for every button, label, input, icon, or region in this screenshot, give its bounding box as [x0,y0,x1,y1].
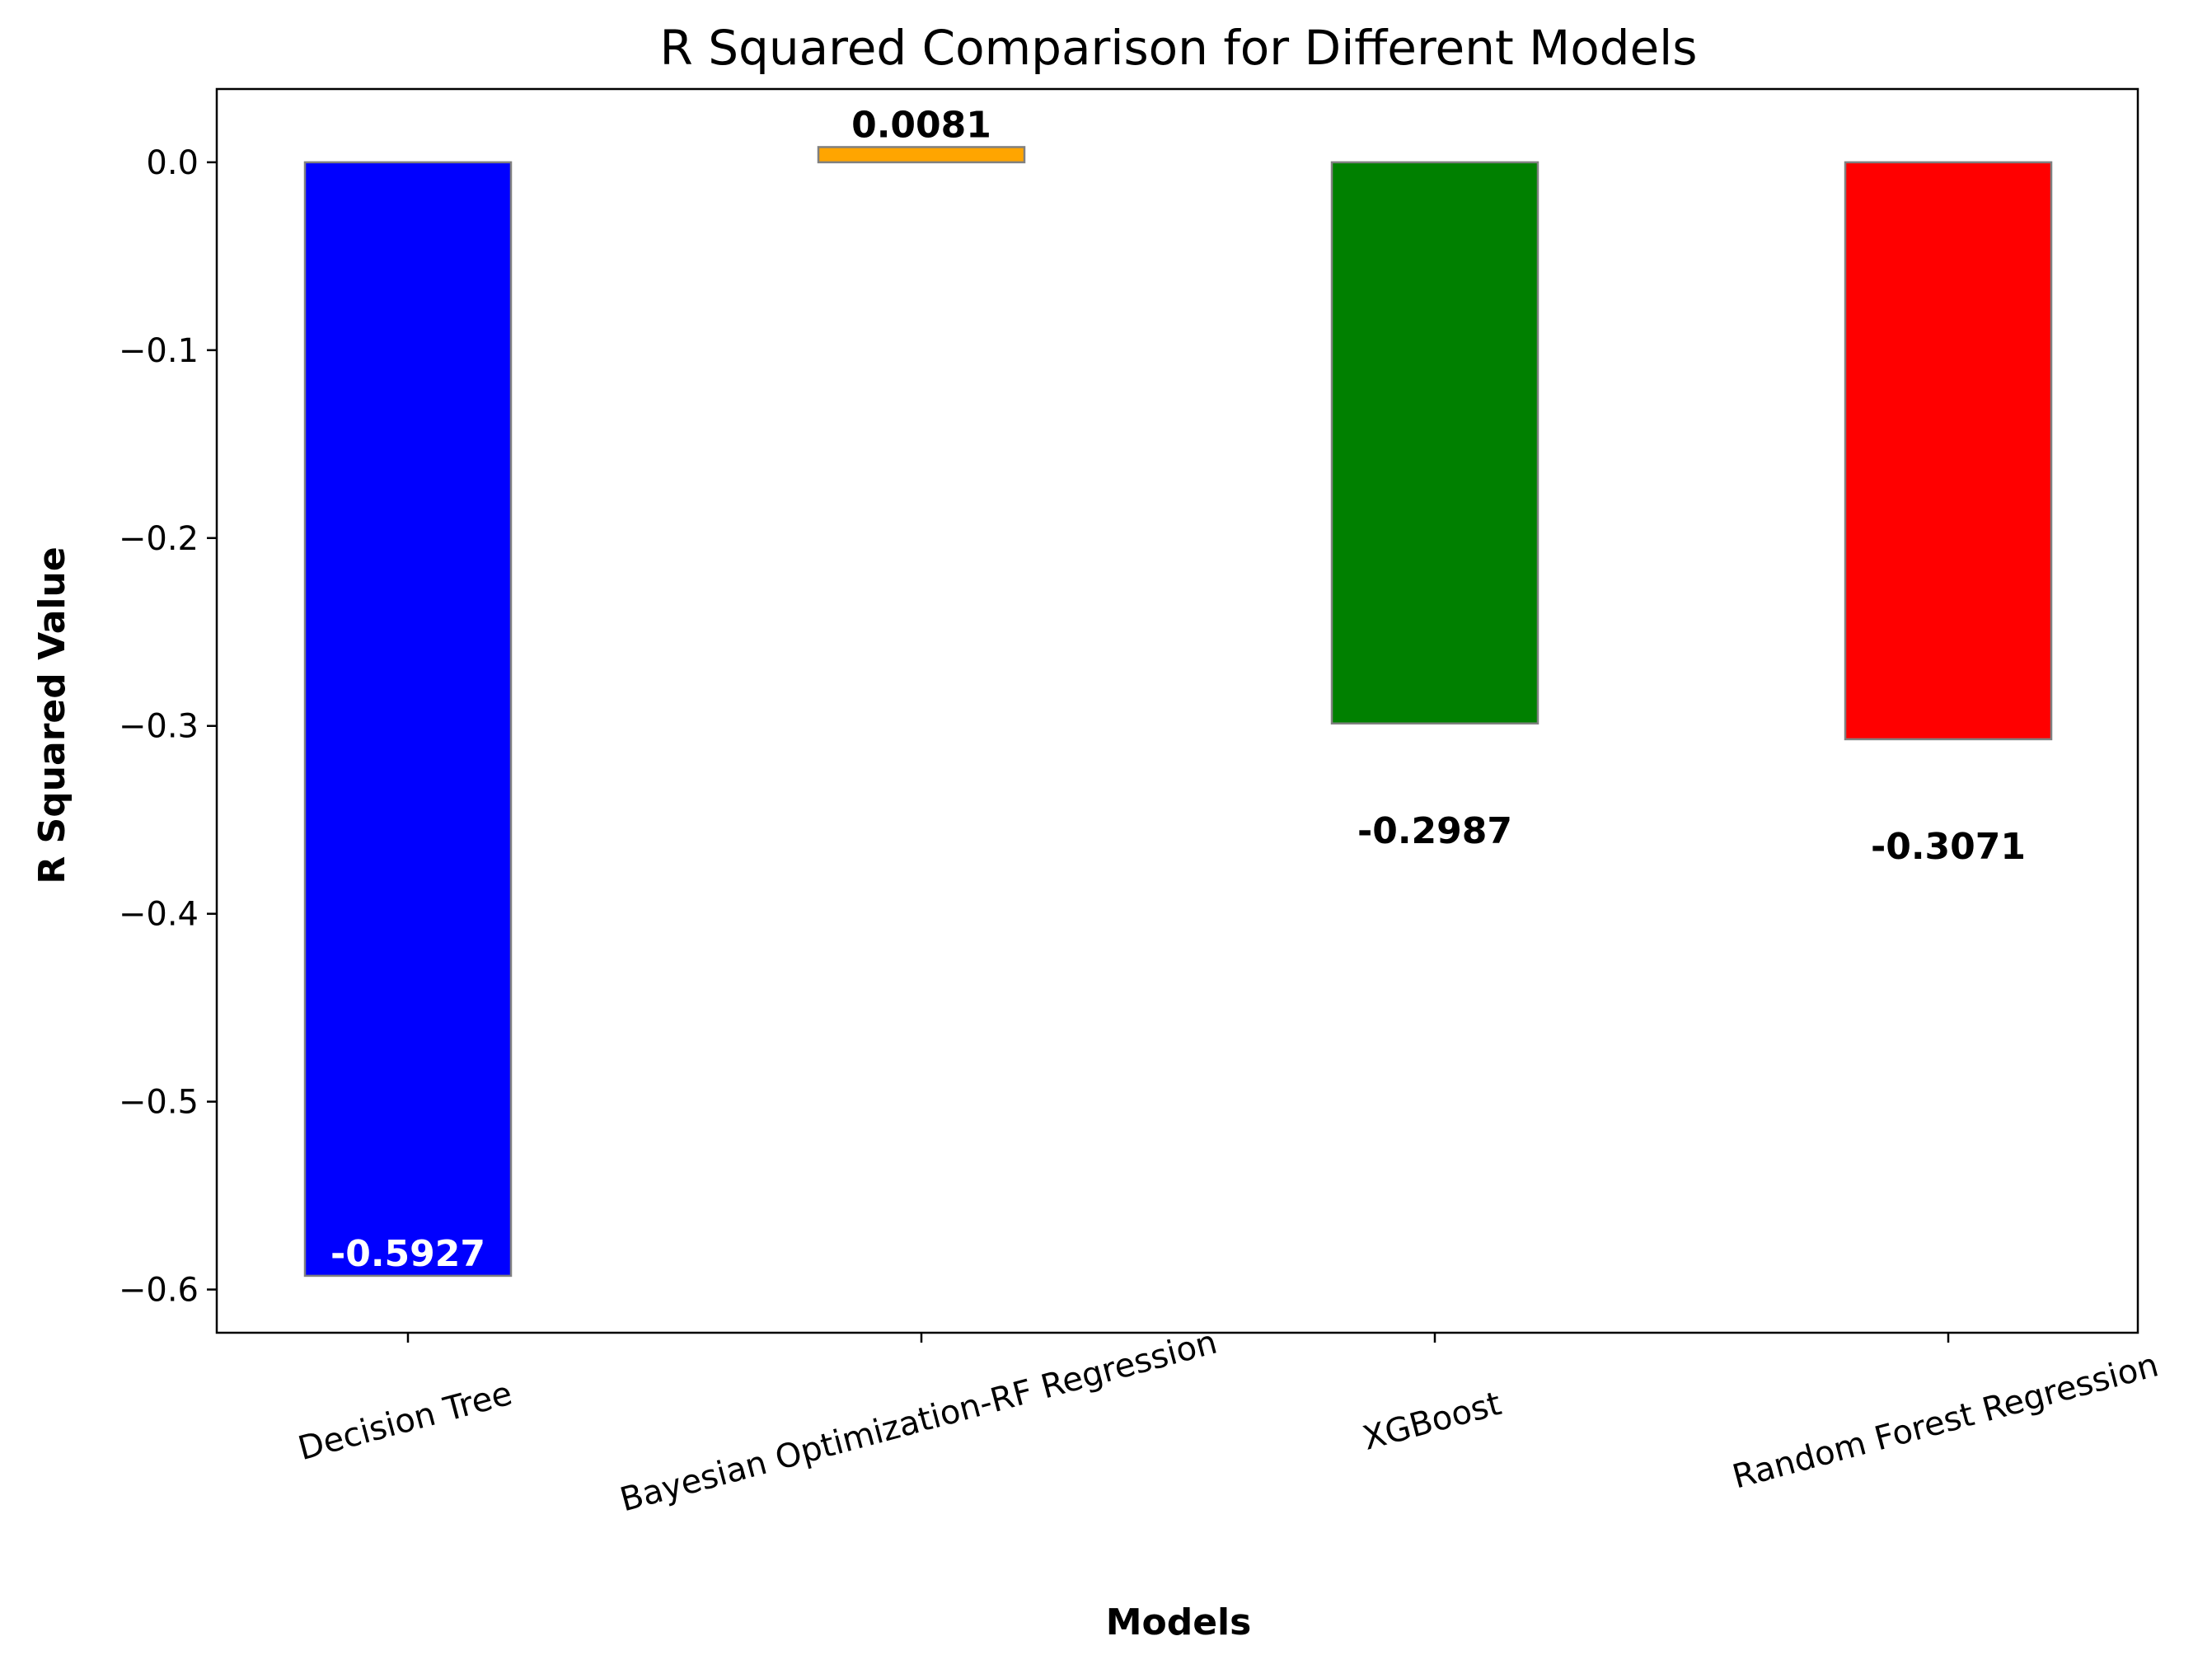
bar-xgboost [1330,161,1539,725]
chart-title: R Squared Comparison for Different Model… [659,20,1697,76]
y-tick-label: −0.5 [119,1084,199,1122]
data-label: -0.3071 [1871,826,2026,868]
x-tick-label: XGBoost [1359,1385,1505,1458]
data-label: 0.0081 [851,104,991,146]
bar-bayesian-optimization-rf-regression [817,146,1026,164]
y-tick-label: −0.2 [119,520,199,558]
x-tick-label: Decision Tree [294,1375,516,1468]
y-tick-label: −0.1 [119,332,199,370]
y-tick-label: −0.6 [119,1272,199,1310]
y-tick-label: −0.3 [119,708,199,746]
y-tick-label: 0.0 [146,144,199,182]
y-axis-label: R Squared Value [31,546,73,884]
data-label: -0.5927 [330,1233,485,1275]
data-label: -0.2987 [1357,810,1512,852]
axes-frame [215,87,2139,1334]
bar-decision-tree [303,161,513,1278]
y-tick-label: −0.4 [119,896,199,934]
x-tick-label: Bayesian Optimization-RF Regression [616,1324,1221,1520]
x-axis-label: Models [1106,1601,1252,1643]
plot-area: 0.0 −0.1 −0.2 −0.3 −0.4 −0.5 −0.6 -0.5927 Decisi… [119,87,2163,1520]
x-tick-label: Random Forest Regression [1728,1346,2162,1496]
bar-random-forest-regression [1844,161,2053,741]
